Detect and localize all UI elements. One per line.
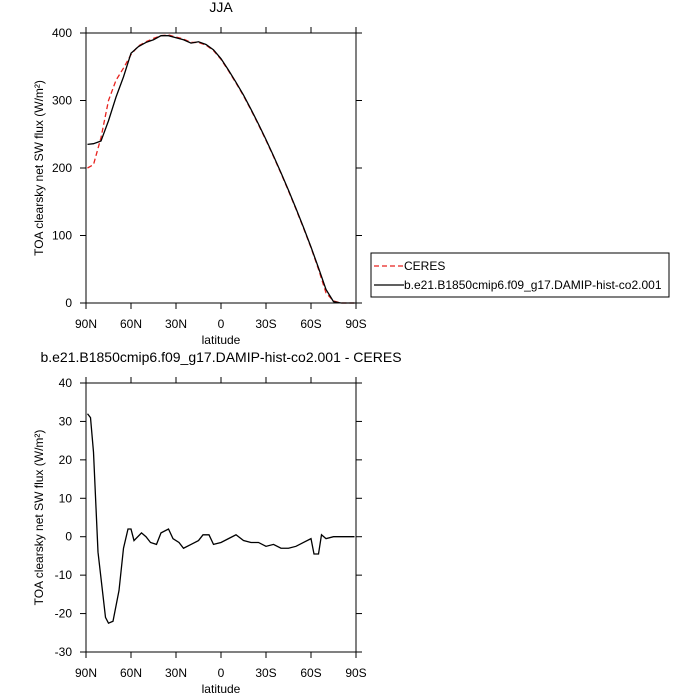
chart-title: b.e21.B1850cmip6.f09_g17.DAMIP-hist-co2.… xyxy=(40,349,401,365)
y-axis-label: TOA clearsky net SW flux (W/m²) xyxy=(32,430,46,606)
x-tick-label: 60N xyxy=(120,666,142,680)
x-tick-label: 30S xyxy=(255,317,276,331)
y-tick-label: 300 xyxy=(52,94,72,108)
y-tick-label: 0 xyxy=(65,296,72,310)
legend: CERES b.e21.B1850cmip6.f09_g17.DAMIP-hist… xyxy=(370,252,670,298)
y-axis-label: TOA clearsky net SW flux (W/m²) xyxy=(32,80,46,256)
y-tick-label: 20 xyxy=(59,453,73,467)
x-tick-label: 60S xyxy=(300,317,321,331)
y-tick-label: 0 xyxy=(65,530,72,544)
x-tick-label: 30N xyxy=(165,666,187,680)
x-tick-label: 90S xyxy=(345,666,366,680)
x-axis-label: latitude xyxy=(202,682,241,696)
x-tick-label: 30N xyxy=(165,317,187,331)
x-axis-label: latitude xyxy=(202,333,241,347)
x-tick-label: 60S xyxy=(300,666,321,680)
y-tick-label: -10 xyxy=(55,568,73,582)
y-tick-label: -20 xyxy=(55,607,73,621)
y-tick-label: -30 xyxy=(55,645,73,659)
y-tick-label: 100 xyxy=(52,229,72,243)
y-tick-label: 200 xyxy=(52,161,72,175)
legend-label: CERES xyxy=(404,259,445,273)
y-tick-label: 10 xyxy=(59,491,73,505)
x-tick-label: 0 xyxy=(218,666,225,680)
x-tick-label: 90S xyxy=(345,317,366,331)
data-line xyxy=(87,34,355,304)
x-tick-label: 60N xyxy=(120,317,142,331)
y-tick-label: 400 xyxy=(52,26,72,40)
data-line xyxy=(87,35,355,304)
x-tick-label: 90N xyxy=(75,666,97,680)
y-tick-label: 30 xyxy=(59,414,73,428)
x-tick-label: 30S xyxy=(255,666,276,680)
chart-title: JJA xyxy=(209,0,233,15)
x-tick-label: 0 xyxy=(218,317,225,331)
legend-label: b.e21.B1850cmip6.f09_g17.DAMIP-hist-co2.… xyxy=(404,278,662,292)
y-tick-label: 40 xyxy=(59,376,73,390)
plot-frame xyxy=(85,382,357,653)
x-tick-label: 90N xyxy=(75,317,97,331)
data-line xyxy=(86,413,355,625)
plot-frame xyxy=(85,32,357,304)
legend-box xyxy=(370,252,670,298)
